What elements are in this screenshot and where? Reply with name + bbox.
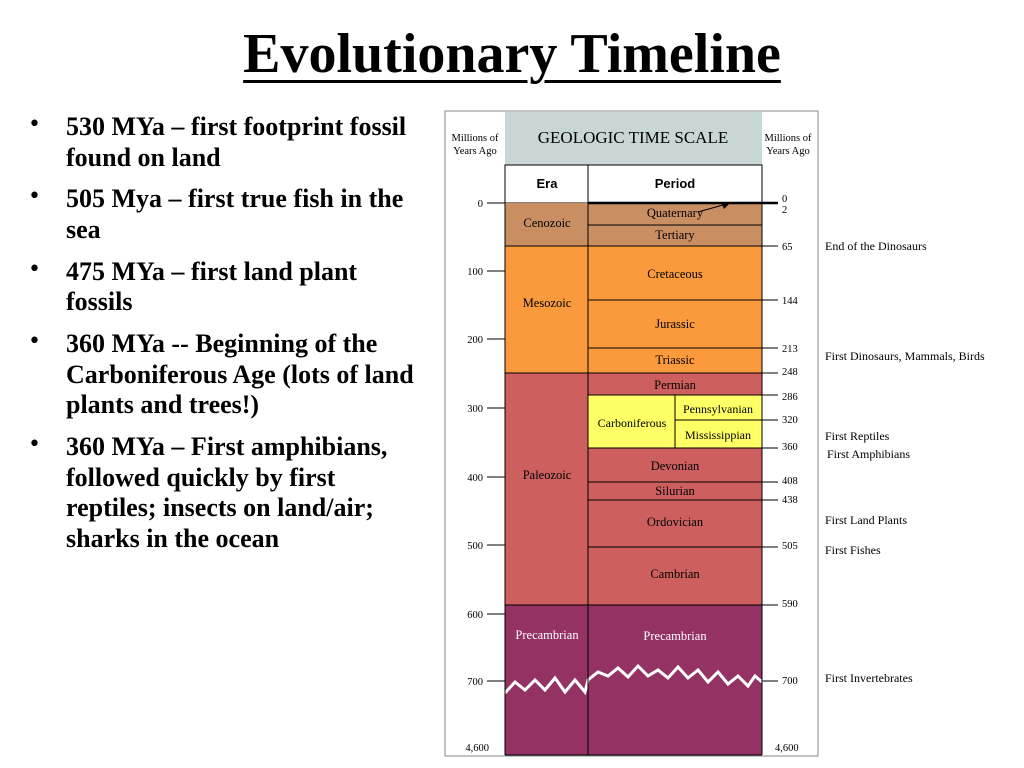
- header-band: [505, 112, 762, 165]
- slide-title: Evolutionary Timeline: [243, 23, 781, 85]
- bullet-item: • 530 MYa – first footprint fossil found …: [28, 112, 407, 172]
- period-label: Carboniferous: [598, 416, 667, 430]
- era-labels: Cenozoic Mesozoic Paleozoic Precambrian: [515, 216, 579, 642]
- right-tick-label: 590: [782, 599, 798, 610]
- right-tick-label: 213: [782, 344, 798, 355]
- left-tick-label: 600: [467, 610, 483, 621]
- bullet-item: • 475 MYa – first land plant fossils: [28, 256, 358, 317]
- event-label: First Land Plants: [825, 513, 907, 527]
- right-tick-label: 0: [782, 194, 787, 205]
- event-label: End of the Dinosaurs: [825, 239, 927, 253]
- right-tick-label: 286: [782, 392, 798, 403]
- event-label: First Amphibians: [827, 447, 910, 461]
- bullet-icon: •: [28, 329, 41, 355]
- right-axis-caption: Millions of: [765, 133, 812, 144]
- right-tick-label: 144: [782, 296, 799, 307]
- period-labels: Quaternary Tertiary Cretaceous Jurassic …: [598, 206, 753, 643]
- period-label: Pennsylvanian: [683, 402, 753, 416]
- left-tick-labels: 0 100 200 300 400 500 600 700 4,600: [465, 199, 489, 754]
- left-tick-marks: [487, 202, 505, 682]
- right-tick-label: 320: [782, 415, 798, 426]
- period-label: Silurian: [655, 484, 695, 498]
- right-tick-label: 438: [782, 495, 798, 506]
- period-boundaries: [504, 165, 763, 756]
- period-label: Tertiary: [655, 228, 695, 242]
- left-axis-caption: Years Ago: [453, 146, 497, 157]
- period-label: Devonian: [651, 459, 700, 473]
- right-tick-label: 2: [782, 205, 787, 216]
- precambrian-break-fill: [505, 666, 762, 705]
- bullet-item: • 360 MYa -- Beginning of the Carbonifero…: [28, 329, 414, 420]
- event-label: First Fishes: [825, 543, 881, 557]
- bullet-icon: •: [28, 112, 41, 137]
- era-label: Mesozoic: [523, 296, 572, 310]
- scale-header: GEOLOGIC TIME SCALE: [538, 128, 728, 147]
- period-label: Jurassic: [655, 317, 695, 331]
- event-annotations: End of the Dinosaurs First Dinosaurs, Ma…: [825, 239, 985, 685]
- period-label: Precambrian: [643, 629, 707, 643]
- left-tick-label: 100: [467, 267, 483, 278]
- period-label: Permian: [654, 378, 696, 392]
- left-tick-label: 0: [478, 199, 483, 210]
- period-label: Cambrian: [650, 567, 700, 581]
- left-tick-label: 4,600: [465, 743, 489, 754]
- left-tick-label: 500: [467, 541, 483, 552]
- right-tick-label: 408: [782, 476, 798, 487]
- left-tick-label: 400: [467, 473, 483, 484]
- era-label: Cenozoic: [523, 216, 571, 230]
- precambrian-break-line: [503, 663, 763, 696]
- period-label: Triassic: [655, 353, 695, 367]
- bullet-icon: •: [28, 432, 41, 458]
- left-tick-label: 700: [467, 677, 483, 688]
- bullet-list: • 530 MYa – first footprint fossil found …: [28, 112, 423, 566]
- era-label: Paleozoic: [523, 468, 572, 482]
- column-era: Era: [537, 176, 559, 191]
- right-tick-marks: [762, 245, 778, 682]
- right-tick-label: 700: [782, 676, 798, 687]
- geologic-time-scale: GEOLOGIC TIME SCALE Millions of Years Ag…: [443, 110, 1024, 760]
- right-tick-label: 248: [782, 367, 798, 378]
- period-label: Quaternary: [647, 206, 704, 220]
- arrow-head-icon: [721, 202, 730, 209]
- event-label: First Invertebrates: [825, 671, 913, 685]
- event-label: First Reptiles: [825, 429, 890, 443]
- bullet-icon: •: [28, 256, 41, 282]
- bullet-item: • 505 Mya – first true fish in the sea: [28, 184, 404, 245]
- era-label: Precambrian: [515, 628, 579, 642]
- era-band-mesozoic: [505, 246, 762, 373]
- period-label: Ordovician: [647, 515, 704, 529]
- right-tick-label: 65: [782, 242, 793, 253]
- bullet-icon: •: [28, 184, 41, 210]
- right-tick-label: 4,600: [775, 743, 799, 754]
- right-tick-label: 505: [782, 541, 798, 552]
- left-axis-caption: Millions of: [452, 133, 499, 144]
- column-header-row: [504, 164, 763, 204]
- bullet-item: • 360 MYa – First amphibians, followed qu…: [28, 432, 388, 554]
- left-tick-label: 200: [467, 335, 483, 346]
- event-label: First Dinosaurs, Mammals, Birds: [825, 349, 985, 363]
- geologic-time-scale-svg: GEOLOGIC TIME SCALE Millions of Years Ag…: [444, 110, 985, 757]
- right-axis-caption: Years Ago: [766, 146, 810, 157]
- column-period: Period: [655, 176, 696, 191]
- right-tick-label: 360: [782, 442, 798, 453]
- period-label: Mississippian: [685, 428, 751, 442]
- left-tick-label: 300: [467, 404, 483, 415]
- period-label: Cretaceous: [647, 267, 703, 281]
- right-tick-labels: 0 2 65 144 213 248 286 320 360 408 438 5…: [775, 194, 799, 754]
